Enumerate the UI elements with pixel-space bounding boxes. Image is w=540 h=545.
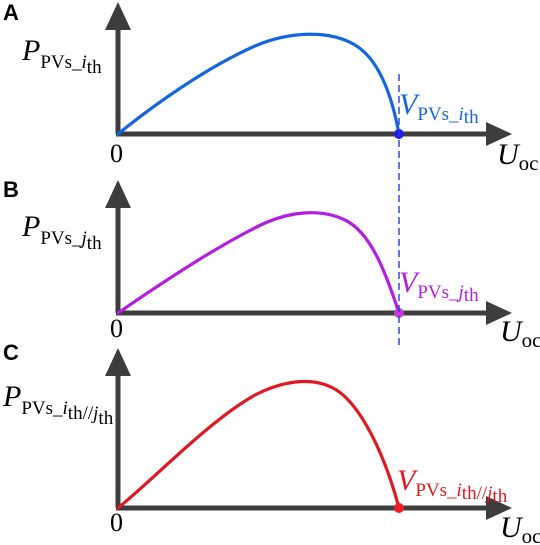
panel-c-origin-label: 0: [110, 508, 123, 537]
panel-a-voltage-label: VPVs_ith: [399, 88, 479, 128]
panel-a-x-axis-arrow: [486, 122, 512, 146]
panel-b-power-curve: [116, 211, 401, 315]
panel-c-power-curve: [116, 379, 401, 510]
panel-c-voltage-point: [394, 503, 404, 513]
panel-a: A PPVs_ith 0 VPVs_ith Uoc: [3, 0, 539, 175]
panel-c-x-axis-arrow: [486, 496, 512, 520]
panel-b: B PPVs_jth 0 VPVs_jth Uoc: [3, 177, 540, 352]
panel-c-letter: C: [3, 340, 19, 365]
panel-a-power-curve: [116, 32, 401, 136]
panel-b-y-axis-label: PPVs_jth: [21, 210, 102, 254]
panel-b-voltage-label: VPVs_jth: [399, 266, 479, 306]
panel-a-y-axis-label: PPVs_ith: [21, 34, 102, 78]
panel-a-y-axis-arrow: [105, 2, 131, 30]
panel-c-x-axis-label: Uoc: [500, 511, 540, 545]
panel-a-origin-label: 0: [110, 139, 123, 168]
panel-b-y-axis-arrow: [105, 180, 131, 208]
panel-c-y-axis-label: PPVs_ith//jth: [2, 380, 114, 429]
panel-a-x-axis-label: Uoc: [497, 138, 539, 175]
panel-b-origin-label: 0: [110, 314, 123, 343]
panel-b-voltage-point: [394, 308, 404, 318]
panel-a-letter: A: [3, 0, 19, 25]
panel-b-letter: B: [3, 177, 19, 202]
panel-c-voltage-label: VPVs_ith//jth: [397, 464, 508, 507]
panel-c: C PPVs_ith//jth 0 VPVs_ith//jth Uoc: [2, 340, 540, 545]
panel-c-y-axis-arrow: [105, 348, 131, 376]
panel-b-x-axis-arrow: [486, 301, 512, 325]
panel-b-x-axis-label: Uoc: [500, 315, 540, 352]
